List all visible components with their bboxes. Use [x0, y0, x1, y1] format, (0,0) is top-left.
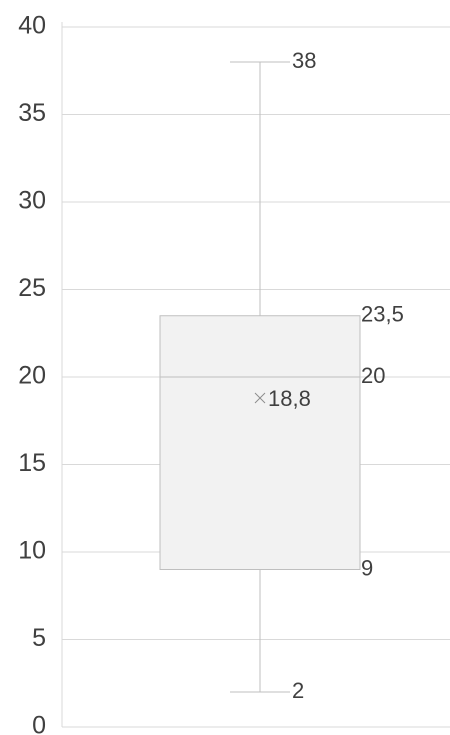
min-label: 2: [292, 678, 304, 703]
y-tick-label: 40: [18, 12, 46, 40]
y-tick-label: 35: [18, 99, 46, 127]
y-tick-label: 15: [18, 449, 46, 477]
y-tick-label: 20: [18, 362, 46, 390]
y-tick-label: 10: [18, 537, 46, 565]
max-label: 38: [292, 48, 316, 73]
q1-label: 9: [361, 555, 373, 580]
y-tick-label: 5: [32, 624, 46, 652]
median-label: 20: [361, 363, 385, 388]
box: [159, 315, 361, 570]
mean-label: 18,8: [268, 386, 311, 411]
mean-cross: [254, 392, 266, 404]
mean-marker: [254, 392, 266, 404]
q3-label: 23,5: [361, 302, 404, 327]
y-tick-label: 30: [18, 187, 46, 215]
y-tick-label: 25: [18, 274, 46, 302]
y-tick-label: 0: [32, 712, 46, 735]
